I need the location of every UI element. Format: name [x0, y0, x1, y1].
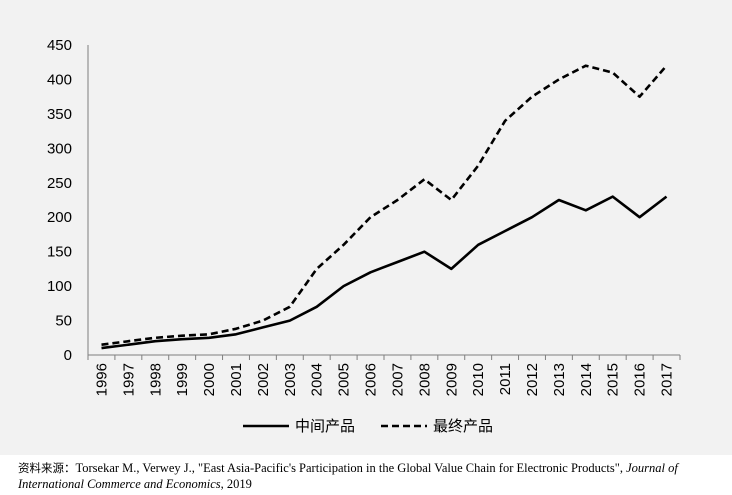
- x-tick-label: 2001: [228, 363, 245, 396]
- y-tick-label: 100: [47, 278, 72, 295]
- x-tick-label: 2007: [389, 363, 406, 396]
- y-tick-label: 350: [47, 106, 72, 123]
- source-text: Torsekar M., Verwey J., "East Asia-Pacif…: [75, 461, 623, 475]
- x-tick-label: 2003: [282, 363, 299, 396]
- y-tick-label: 0: [64, 347, 72, 364]
- y-tick-label: 200: [47, 209, 72, 226]
- x-tick-label: 2004: [309, 363, 326, 396]
- x-tick-label: 2000: [201, 363, 218, 396]
- x-tick-label: 2013: [551, 363, 568, 396]
- y-tick-label: 250: [47, 175, 72, 192]
- legend-label-2: 最终产品: [433, 417, 493, 435]
- x-tick-label: 2014: [578, 363, 595, 396]
- chart-panel: [0, 0, 732, 455]
- x-tick-label: 2005: [336, 363, 353, 396]
- source-year: , 2019: [220, 477, 252, 491]
- x-tick-label: 1998: [147, 363, 164, 396]
- x-tick-label: 2016: [632, 363, 649, 396]
- y-tick-label: 150: [47, 244, 72, 261]
- x-tick-label: 2008: [416, 363, 433, 396]
- y-tick-label: 450: [47, 37, 72, 54]
- x-tick-label: 1999: [174, 363, 191, 396]
- series-line-1: [101, 195, 668, 350]
- x-tick-label: 2012: [524, 363, 541, 396]
- y-tick-label: 400: [47, 71, 72, 88]
- legend-label-1: 中间产品: [295, 417, 355, 435]
- x-tick-label: 1996: [93, 363, 110, 396]
- y-tick-label: 300: [47, 140, 72, 157]
- series-line-2: [101, 64, 668, 346]
- line-chart: 0 50 100 150 200 250 300 350 400 450 1996 1997 1998 1…: [47, 37, 681, 435]
- y-tick-label: 50: [55, 313, 72, 330]
- source-journal: Journal of International Commerce and Ec…: [18, 461, 678, 491]
- x-tick-label: 2017: [659, 363, 676, 396]
- x-tick-label: 2015: [605, 363, 622, 396]
- x-tick-label: 1997: [120, 363, 137, 396]
- source-note: 资料来源：Torsekar M., Verwey J., "East Asia-…: [18, 460, 730, 492]
- source-label: 资料来源：: [18, 461, 76, 475]
- x-tick-label: 2006: [363, 363, 380, 396]
- x-tick-label: 2009: [443, 363, 460, 396]
- x-tick-label: 2010: [470, 363, 487, 396]
- x-tick-label: 2011: [497, 363, 514, 395]
- x-tick-label: 2002: [255, 363, 272, 396]
